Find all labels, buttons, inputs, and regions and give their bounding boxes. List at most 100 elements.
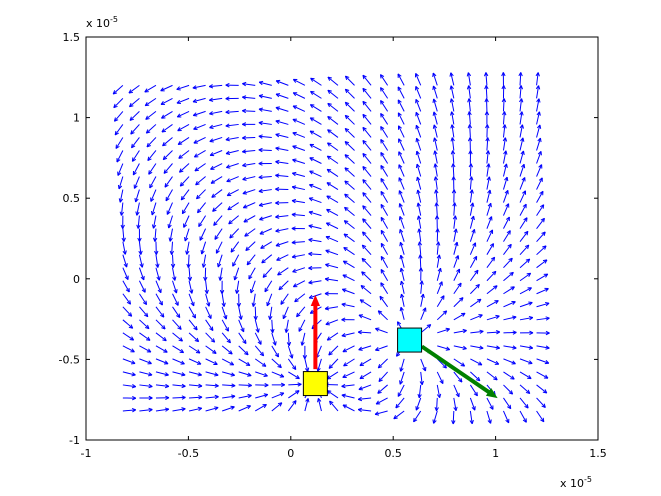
field-vector-shaft bbox=[485, 72, 488, 86]
field-vector-head bbox=[309, 117, 313, 122]
field-vector-head bbox=[432, 72, 434, 78]
field-vector bbox=[420, 324, 432, 334]
field-vector bbox=[502, 111, 507, 125]
field-vector-shaft bbox=[138, 254, 143, 268]
field-vector-head bbox=[130, 130, 133, 135]
field-vector-head bbox=[132, 158, 137, 162]
field-vector-shaft bbox=[259, 215, 272, 221]
field-vector-head bbox=[508, 257, 513, 261]
field-vector bbox=[451, 410, 456, 425]
field-vector-head bbox=[229, 234, 232, 239]
field-vector-shaft bbox=[519, 345, 533, 349]
field-vector-head bbox=[209, 99, 214, 102]
field-vector bbox=[292, 158, 306, 164]
field-vector-head bbox=[455, 228, 458, 233]
field-vector-head bbox=[279, 402, 283, 407]
field-vector-shaft bbox=[432, 85, 438, 99]
field-vector-head bbox=[445, 349, 450, 351]
field-vector bbox=[341, 317, 355, 322]
field-vector bbox=[294, 293, 306, 303]
field-vector-shaft bbox=[128, 84, 140, 94]
field-vector bbox=[536, 231, 546, 242]
field-vector-head bbox=[451, 124, 455, 129]
field-vector-shaft bbox=[242, 189, 256, 195]
field-vector-head bbox=[173, 289, 177, 294]
field-vector-shaft bbox=[221, 332, 231, 344]
field-vector-shaft bbox=[435, 189, 438, 203]
field-vector-shaft bbox=[519, 124, 523, 138]
field-vector bbox=[399, 241, 405, 255]
field-vector-head bbox=[359, 375, 363, 379]
field-vector-head bbox=[128, 89, 132, 94]
field-vector-head bbox=[240, 328, 245, 333]
field-vector bbox=[138, 293, 148, 306]
field-vector-head bbox=[181, 360, 185, 365]
field-vector-shaft bbox=[485, 85, 488, 99]
field-vector-shaft bbox=[275, 107, 289, 112]
field-vector-head bbox=[477, 376, 481, 381]
field-vector-head bbox=[214, 235, 216, 240]
field-vector bbox=[152, 228, 158, 242]
field-vector bbox=[398, 125, 405, 138]
field-vector-shaft bbox=[436, 268, 442, 281]
field-vector bbox=[112, 84, 124, 95]
field-vector-head bbox=[219, 276, 223, 281]
field-vector-head bbox=[380, 126, 385, 130]
field-vector-head bbox=[209, 86, 214, 89]
field-vector-head bbox=[543, 403, 546, 408]
field-vector-head bbox=[439, 393, 442, 398]
field-vector-shaft bbox=[486, 300, 499, 308]
field-vector bbox=[258, 147, 272, 153]
field-vector bbox=[519, 272, 532, 282]
field-vector-head bbox=[451, 137, 455, 142]
field-vector-head bbox=[148, 348, 152, 353]
field-vector bbox=[374, 410, 388, 416]
field-vector-head bbox=[276, 256, 280, 261]
field-vector bbox=[433, 176, 439, 190]
field-vector-head bbox=[496, 331, 501, 335]
field-vector-head bbox=[400, 267, 404, 272]
field-vector bbox=[200, 241, 207, 255]
field-vector-head bbox=[419, 381, 423, 386]
field-vector-head bbox=[460, 378, 463, 383]
field-vector-head bbox=[263, 404, 267, 409]
field-vector-head bbox=[362, 205, 367, 208]
field-vector-shaft bbox=[453, 371, 463, 383]
field-vector-shaft bbox=[486, 150, 489, 164]
field-vector bbox=[341, 302, 355, 308]
field-vector bbox=[209, 110, 223, 116]
field-vector bbox=[122, 267, 129, 281]
field-vector bbox=[453, 255, 460, 268]
field-vector bbox=[219, 280, 225, 294]
field-vector-head bbox=[213, 223, 218, 226]
field-vector-head bbox=[291, 226, 296, 229]
field-vector bbox=[254, 319, 260, 333]
field-vector-head bbox=[279, 363, 282, 368]
field-vector bbox=[432, 98, 438, 112]
field-vector-shaft bbox=[149, 176, 157, 189]
field-vector bbox=[536, 204, 545, 216]
field-vector-shaft bbox=[139, 332, 151, 341]
field-vector-head bbox=[542, 259, 548, 262]
field-vector bbox=[485, 150, 491, 164]
field-vector-shaft bbox=[292, 105, 306, 112]
field-vector-head bbox=[539, 124, 542, 129]
field-vector bbox=[227, 202, 239, 211]
field-vector-head bbox=[362, 192, 365, 197]
field-vector-shaft bbox=[262, 267, 273, 278]
field-vector-shaft bbox=[160, 97, 173, 105]
field-vector-head bbox=[434, 189, 437, 194]
field-vector bbox=[138, 254, 144, 268]
field-vector-head bbox=[210, 165, 214, 170]
field-vector-shaft bbox=[360, 285, 372, 295]
field-vector bbox=[155, 371, 169, 377]
field-vector-head bbox=[131, 374, 136, 377]
field-vector-shaft bbox=[194, 163, 206, 172]
field-vector-head bbox=[417, 228, 420, 233]
field-vector bbox=[536, 150, 542, 164]
field-vector-head bbox=[114, 119, 119, 122]
field-vector-head bbox=[275, 216, 280, 219]
field-vector-shaft bbox=[133, 176, 140, 189]
field-vector bbox=[433, 150, 438, 164]
field-vector bbox=[450, 124, 455, 138]
